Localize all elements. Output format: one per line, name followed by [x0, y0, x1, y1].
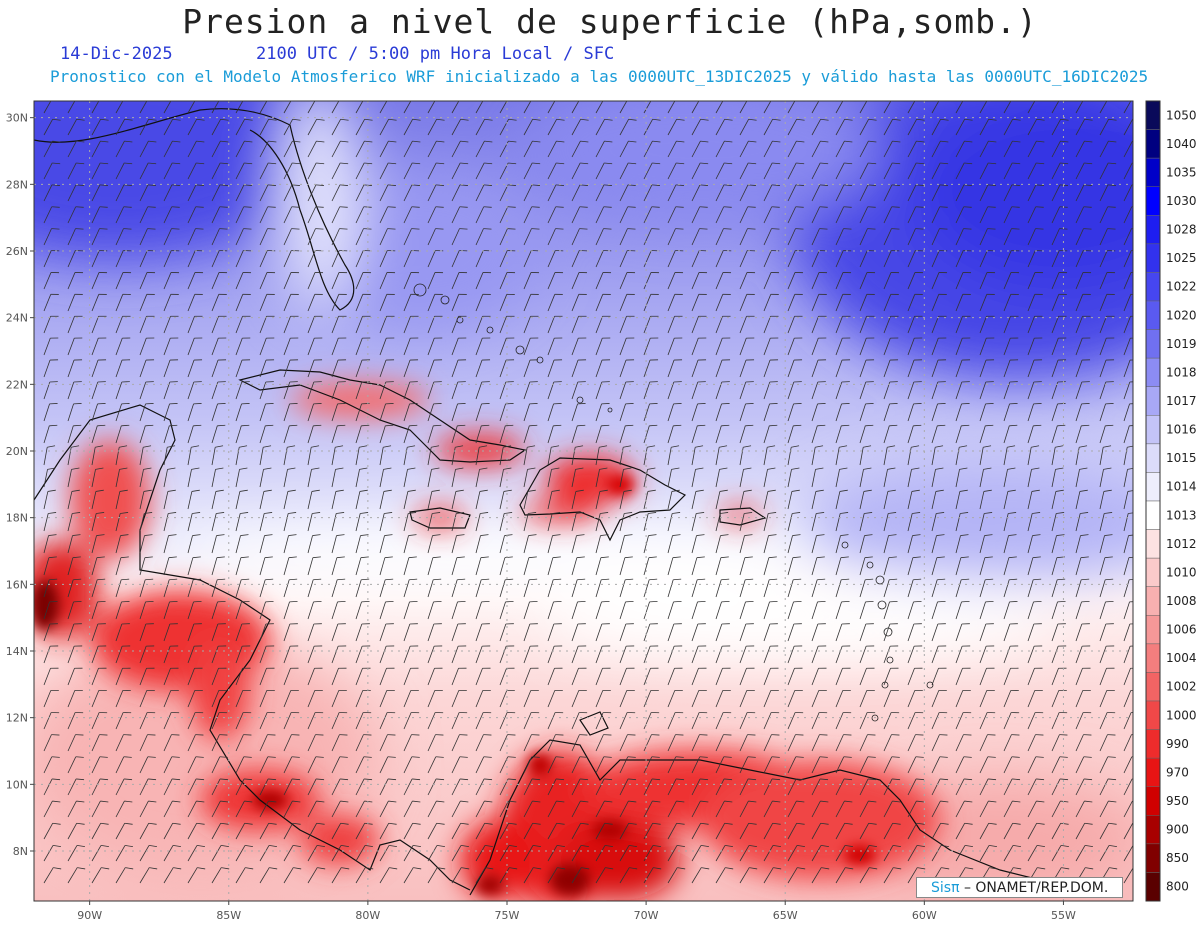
colorbar-label: 1016 — [1166, 423, 1197, 437]
wind-barbs — [43, 101, 1133, 884]
colorbar-swatch — [1145, 872, 1161, 902]
plot-frame — [33, 100, 1134, 902]
colorbar-label: 1030 — [1166, 194, 1197, 208]
colorbar-swatch — [1145, 215, 1161, 245]
colorbar-swatch — [1145, 500, 1161, 530]
lon-tick-label: 55W — [1051, 909, 1076, 922]
colorbar-swatch — [1145, 443, 1161, 473]
colorbar-label: 1040 — [1166, 137, 1197, 151]
colorbar-label: 850 — [1166, 851, 1189, 865]
lat-tick-label: 14N — [6, 645, 28, 658]
lon-tick-label: 90W — [77, 909, 102, 922]
colorbar-swatch — [1145, 386, 1161, 416]
axis-labels: 30N 28N 26N 24N 22N 20N 18N 16N 14N 12N 10N 8N 90W 85… — [6, 112, 1076, 922]
islands — [413, 283, 934, 722]
lat-tick-label: 24N — [6, 312, 28, 325]
colorbar-label: 950 — [1166, 794, 1189, 808]
credit-box: Sisπ – ONAMET/REP.DOM. — [916, 877, 1123, 898]
graticule — [34, 101, 1133, 901]
lon-tick-label: 75W — [495, 909, 520, 922]
credit-org: – ONAMET/REP.DOM. — [959, 880, 1109, 896]
colorbar-label: 1015 — [1166, 451, 1197, 465]
colorbar-swatch — [1145, 157, 1161, 187]
colorbar-label: 970 — [1166, 765, 1189, 779]
colorbar-swatch — [1145, 129, 1161, 159]
colorbar-label: 1035 — [1166, 165, 1197, 179]
map-title: Presion a nivel de superficie (hPa,somb.… — [182, 2, 1038, 41]
colorbar-label: 1025 — [1166, 251, 1197, 265]
colorbar-swatch — [1145, 272, 1161, 302]
lat-tick-label: 22N — [6, 378, 28, 391]
lat-tick-label: 20N — [6, 445, 28, 458]
colorbar-swatch — [1145, 186, 1161, 216]
colorbar-swatch — [1145, 415, 1161, 445]
colorbar-swatch — [1145, 843, 1161, 873]
pressure-field — [34, 101, 1133, 901]
colorbar-swatch — [1145, 786, 1161, 816]
colorbar-label: 1017 — [1166, 394, 1197, 408]
colorbar: 1050 1040 1035 1030 1028 1025 1022 1020 1019 1018… — [1145, 100, 1197, 902]
colorbar-swatch — [1145, 557, 1161, 587]
colorbar-label: 1012 — [1166, 537, 1197, 551]
lat-tick-label: 28N — [6, 178, 28, 191]
lat-tick-label: 10N — [6, 778, 28, 791]
sispi-logo-text: Sisπ — [931, 880, 960, 896]
colorbar-label: 1022 — [1166, 280, 1197, 294]
lat-tick-label: 30N — [6, 112, 28, 125]
colorbar-swatch — [1145, 672, 1161, 702]
colorbar-label: 1002 — [1166, 680, 1197, 694]
lon-tick-label: 60W — [912, 909, 937, 922]
colorbar-label: 1020 — [1166, 308, 1197, 322]
lon-tick-label: 65W — [773, 909, 798, 922]
colorbar-swatch — [1145, 757, 1161, 787]
colorbar-label: 1019 — [1166, 337, 1197, 351]
colorbar-swatch — [1145, 300, 1161, 330]
colorbar-swatch — [1145, 529, 1161, 559]
colorbar-label: 1006 — [1166, 623, 1197, 637]
colorbar-label: 1004 — [1166, 651, 1197, 665]
colorbar-label: 1050 — [1166, 108, 1197, 122]
forecast-date: 14-Dic-2025 — [60, 44, 173, 64]
lat-tick-label: 26N — [6, 245, 28, 258]
colorbar-swatch — [1145, 329, 1161, 359]
lat-tick-label: 18N — [6, 512, 28, 525]
colorbar-label: 1018 — [1166, 365, 1197, 379]
colorbar-swatch — [1145, 700, 1161, 730]
valid-time-line: 14-Dic-2025 2100 UTC / 5:00 pm Hora Loca… — [0, 44, 1200, 66]
lon-tick-label: 70W — [634, 909, 659, 922]
colorbar-swatch — [1145, 357, 1161, 387]
colorbar-label: 800 — [1166, 880, 1189, 894]
colorbar-swatch — [1145, 615, 1161, 645]
colorbar-swatch — [1145, 586, 1161, 616]
lat-tick-label: 8N — [13, 845, 28, 858]
lon-tick-label: 85W — [216, 909, 241, 922]
colorbar-swatch — [1145, 100, 1161, 130]
colorbar-label: 1014 — [1166, 480, 1197, 494]
colorbar-label: 1008 — [1166, 594, 1197, 608]
colorbar-label: 900 — [1166, 823, 1189, 837]
lat-tick-label: 12N — [6, 712, 28, 725]
colorbar-label: 1028 — [1166, 223, 1197, 237]
model-info-line: Pronostico con el Modelo Atmosferico WRF… — [50, 67, 1149, 86]
colorbar-label: 1010 — [1166, 565, 1197, 579]
colorbar-label: 990 — [1166, 737, 1189, 751]
colorbar-swatch — [1145, 729, 1161, 759]
forecast-time: 2100 UTC / 5:00 pm Hora Local / SFC — [256, 44, 615, 64]
colorbar-label: 1000 — [1166, 708, 1197, 722]
lat-tick-label: 16N — [6, 578, 28, 591]
colorbar-swatch — [1145, 243, 1161, 273]
colorbar-label: 1013 — [1166, 508, 1197, 522]
colorbar-swatch — [1145, 815, 1161, 845]
lon-tick-label: 80W — [355, 909, 380, 922]
colorbar-swatch — [1145, 472, 1161, 502]
colorbar-swatch — [1145, 643, 1161, 673]
